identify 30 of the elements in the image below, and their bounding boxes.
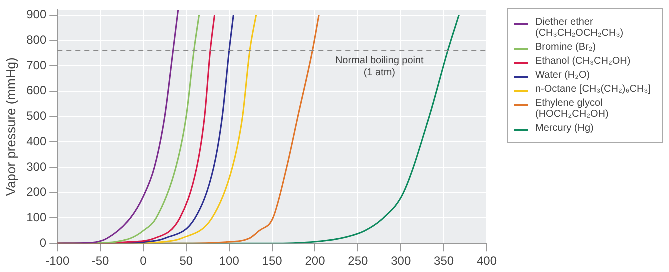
ref-line-label: Normal boiling point (1 atm) [335,56,424,79]
y-tick-label: 900 [26,8,47,22]
x-tick-label: 400 [476,254,498,268]
legend-label: n-Octane [CH₃(CH₂)₆CH₃] [536,84,652,95]
legend-label: Ethylene glycol (HOCH₂CH₂OH) [536,98,610,120]
legend-label: Diether ether (CH₃CH₂OCH₂CH₃) [536,17,625,39]
x-tick-label: 0 [140,254,148,268]
y-tick-label: 100 [26,210,47,225]
y-tick-label: 800 [26,32,47,47]
y-tick-label: 0 [40,236,47,250]
y-tick-label: 500 [26,109,47,124]
x-tick-label: 200 [305,254,326,268]
x-tick-label: 50 [180,254,194,268]
y-tick-label: 300 [26,160,47,174]
x-tick-label: -50 [92,254,110,268]
x-tick-label: 250 [348,254,369,268]
x-tick-label: -100 [46,254,70,268]
legend-label: Water (H₂O) [536,70,590,81]
y-tick-label: 400 [26,134,47,148]
y-tick-label: 700 [26,58,47,72]
x-tick-label: 300 [391,254,412,268]
y-axis-title: Vapor pressure (mmHg) [3,58,18,196]
legend-label: Ethanol (CH₃CH₂OH) [536,56,631,67]
y-tick-label: 200 [26,185,47,200]
legend-label: Mercury (Hg) [536,123,594,134]
legend-label: Bromine (Br₂) [536,42,596,53]
x-tick-label: 150 [262,254,283,268]
y-tick-label: 600 [26,84,47,98]
x-tick-label: 100 [219,254,240,268]
x-tick-label: 350 [434,254,454,268]
